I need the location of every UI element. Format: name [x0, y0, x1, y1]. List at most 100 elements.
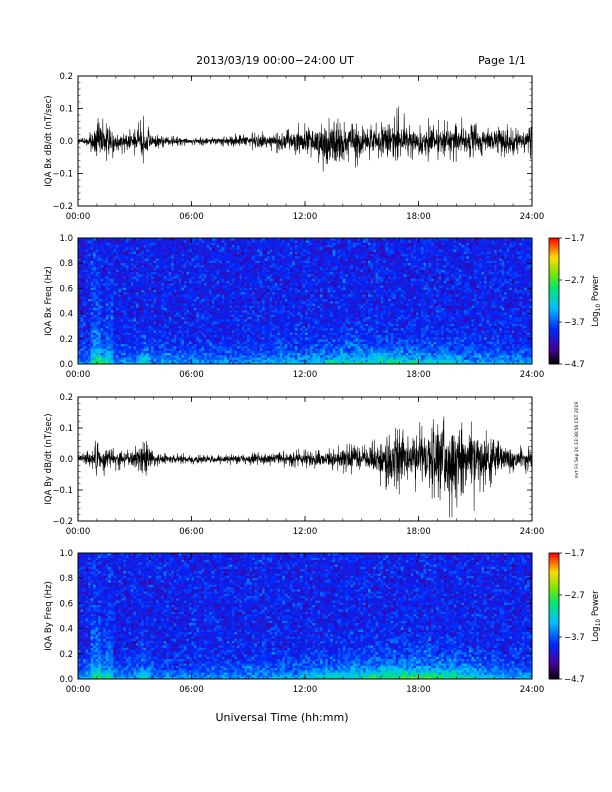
heatmap-cell — [116, 321, 119, 324]
heatmap-cell — [121, 335, 124, 338]
heatmap-cell — [136, 261, 139, 264]
heatmap-cell — [88, 272, 91, 275]
heatmap-cell — [121, 297, 124, 300]
heatmap-cell — [118, 355, 121, 358]
heatmap-cell — [186, 351, 189, 354]
heatmap-cell — [247, 272, 250, 275]
heatmap-cell — [91, 306, 94, 309]
heatmap-cell — [184, 254, 187, 257]
heatmap-cell — [164, 306, 167, 309]
heatmap-cell — [83, 317, 86, 320]
heatmap-cell — [204, 256, 207, 259]
heatmap-cell — [106, 328, 109, 331]
heatmap-cell — [244, 317, 247, 320]
heatmap-cell — [101, 276, 104, 279]
heatmap-cell — [239, 249, 242, 252]
heatmap-cell — [91, 310, 94, 313]
heatmap-cell — [267, 317, 270, 320]
heatmap-cell — [83, 351, 86, 354]
heatmap-cell — [128, 252, 131, 255]
heatmap-cell — [250, 276, 253, 279]
heatmap-cell — [151, 272, 154, 275]
heatmap-cell — [151, 319, 154, 322]
heatmap-cell — [295, 326, 298, 329]
heatmap-cell — [106, 279, 109, 282]
heatmap-cell — [260, 330, 263, 333]
heatmap-cell — [287, 267, 290, 270]
heatmap-cell — [136, 256, 139, 259]
heatmap-cell — [290, 344, 293, 347]
heatmap-cell — [267, 303, 270, 306]
heatmap-cell — [202, 306, 205, 309]
heatmap-cell — [209, 297, 212, 300]
heatmap-cell — [166, 351, 169, 354]
heatmap-cell — [199, 243, 202, 246]
heatmap-cell — [98, 337, 101, 340]
heatmap-cell — [277, 279, 280, 282]
heatmap-cell — [192, 326, 195, 329]
heatmap-cell — [229, 263, 232, 266]
heatmap-cell — [217, 357, 220, 360]
heatmap-cell — [255, 315, 258, 318]
heatmap-cell — [184, 360, 187, 363]
heatmap-cell — [149, 312, 152, 315]
heatmap-cell — [131, 328, 134, 331]
heatmap-cell — [146, 342, 149, 345]
heatmap-cell — [136, 247, 139, 250]
heatmap-cell — [224, 321, 227, 324]
heatmap-cell — [199, 330, 202, 333]
heatmap-cell — [139, 344, 142, 347]
heatmap-cell — [126, 315, 129, 318]
heatmap-cell — [106, 348, 109, 351]
heatmap-cell — [128, 342, 131, 345]
heatmap-cell — [247, 270, 250, 273]
heatmap-cell — [144, 337, 147, 340]
heatmap-cell — [136, 240, 139, 243]
heatmap-cell — [83, 290, 86, 293]
heatmap-cell — [224, 272, 227, 275]
heatmap-cell — [181, 321, 184, 324]
heatmap-cell — [290, 360, 293, 363]
heatmap-cell — [126, 306, 129, 309]
heatmap-cell — [174, 297, 177, 300]
heatmap-cell — [222, 240, 225, 243]
heatmap-cell — [126, 335, 129, 338]
heatmap-cell — [189, 256, 192, 259]
heatmap-cell — [184, 256, 187, 259]
heatmap-cell — [227, 326, 230, 329]
heatmap-cell — [151, 247, 154, 250]
heatmap-cell — [265, 247, 268, 250]
heatmap-cell — [189, 279, 192, 282]
heatmap-cell — [295, 306, 298, 309]
heatmap-cell — [149, 272, 152, 275]
heatmap-cell — [194, 270, 197, 273]
heatmap-cell — [242, 294, 245, 297]
heatmap-cell — [161, 319, 164, 322]
heatmap-cell — [252, 321, 255, 324]
heatmap-cell — [121, 249, 124, 252]
heatmap-cell — [164, 339, 167, 342]
heatmap-cell — [111, 360, 114, 363]
heatmap-cell — [202, 256, 205, 259]
heatmap-cell — [237, 301, 240, 304]
heatmap-cell — [171, 292, 174, 295]
heatmap-cell — [184, 274, 187, 277]
heatmap-cell — [244, 335, 247, 338]
heatmap-cell — [204, 328, 207, 331]
heatmap-cell — [103, 294, 106, 297]
heatmap-cell — [93, 317, 96, 320]
heatmap-cell — [192, 324, 195, 327]
heatmap-cell — [250, 249, 253, 252]
heatmap-cell — [199, 256, 202, 259]
heatmap-cell — [275, 333, 278, 336]
heatmap-cell — [146, 346, 149, 349]
heatmap-cell — [192, 344, 195, 347]
heatmap-cell — [239, 333, 242, 336]
heatmap-cell — [212, 310, 215, 313]
heatmap-cell — [141, 299, 144, 302]
heatmap-cell — [101, 240, 104, 243]
heatmap-cell — [121, 342, 124, 345]
heatmap-cell — [121, 346, 124, 349]
heatmap-cell — [164, 321, 167, 324]
heatmap-cell — [174, 276, 177, 279]
